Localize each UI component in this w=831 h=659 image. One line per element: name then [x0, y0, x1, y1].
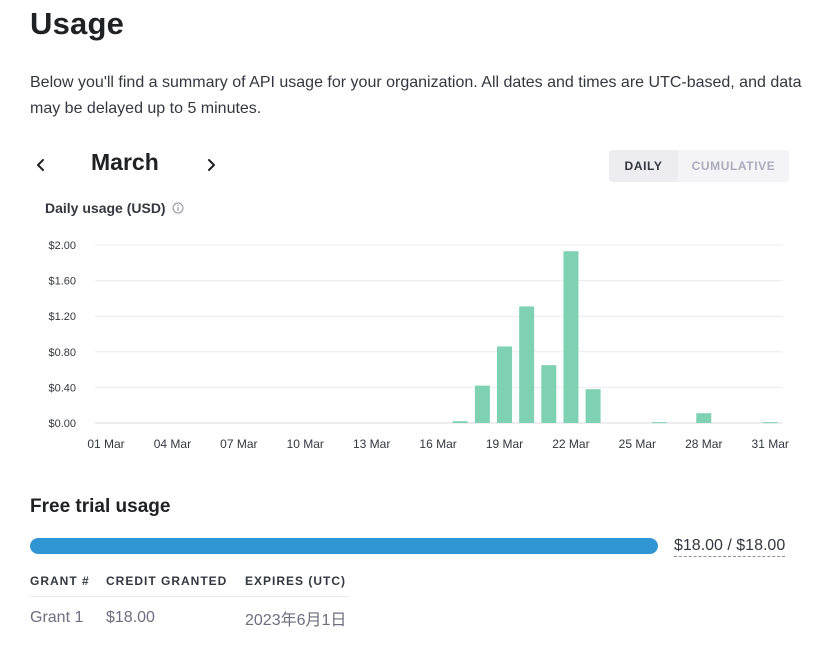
- y-tick-label: $1.60: [48, 276, 76, 288]
- x-tick-label: 10 Mar: [287, 437, 324, 451]
- chart-grid: [95, 244, 783, 424]
- chevron-left-icon: [37, 159, 44, 171]
- chart-bar[interactable]: [585, 389, 601, 423]
- y-tick-label: $0.40: [48, 382, 76, 394]
- grant-number-header: GRANT #: [30, 570, 106, 597]
- x-axis-labels: 01 Mar 04 Mar 07 Mar 10 Mar 13 Mar 16 Mar 19 M…: [87, 437, 789, 451]
- page-description: Below you'll find a summary of API usage…: [30, 74, 802, 117]
- chart-bar[interactable]: [519, 306, 535, 423]
- y-tick-label: $2.00: [48, 240, 76, 252]
- credit-granted-header: CREDIT GRANTED: [106, 570, 245, 597]
- chart-bar[interactable]: [497, 346, 513, 423]
- expires-header: EXPIRES (UTC): [245, 570, 349, 597]
- free-trial-amount[interactable]: $18.00 / $18.00: [674, 537, 786, 557]
- y-axis-labels: $0.00 $0.40 $0.80 $1.20 $1.60 $2.00: [48, 240, 76, 430]
- view-toggle: DAILY CUMULATIVE: [609, 150, 789, 182]
- x-tick-label: 13 Mar: [353, 437, 390, 451]
- grant-number-cell: Grant 1: [30, 609, 84, 626]
- month-label: March: [91, 149, 159, 175]
- chart-title-label: Daily usage (USD): [45, 200, 166, 216]
- cumulative-toggle-button[interactable]: CUMULATIVE: [691, 159, 776, 173]
- chart-bar[interactable]: [452, 421, 468, 423]
- daily-toggle-button[interactable]: DAILY: [609, 150, 678, 182]
- info-icon[interactable]: [172, 202, 184, 214]
- table-row: Grant 1 $18.00 2023年6月1日: [30, 597, 349, 631]
- credit-granted-cell: $18.00: [106, 609, 155, 626]
- y-tick-label: $0.00: [48, 418, 76, 430]
- free-trial-progress-bar: [30, 538, 658, 554]
- expires-cell: 2023年6月1日: [245, 612, 347, 629]
- y-tick-label: $1.20: [48, 311, 76, 323]
- chart-bars: [452, 251, 778, 424]
- chart-title: Daily usage (USD): [45, 200, 184, 216]
- chevron-right-icon: [208, 159, 215, 171]
- free-trial-title: Free trial usage: [30, 496, 171, 517]
- table-header-row: GRANT # CREDIT GRANTED EXPIRES (UTC): [30, 570, 349, 597]
- daily-usage-chart: $0.00 $0.40 $0.80 $1.20 $1.60 $2.00 01 Mar 04 …: [48, 240, 789, 451]
- x-tick-label: 22 Mar: [552, 437, 589, 451]
- chart-bar[interactable]: [652, 422, 667, 424]
- next-month-button[interactable]: [197, 151, 225, 179]
- free-trial-progress-fill: [30, 538, 658, 554]
- x-tick-label: 07 Mar: [220, 437, 257, 451]
- x-tick-label: 25 Mar: [619, 437, 656, 451]
- x-tick-label: 16 Mar: [419, 437, 456, 451]
- previous-month-button[interactable]: [27, 151, 55, 179]
- x-tick-label: 28 Mar: [685, 437, 722, 451]
- chart-bar[interactable]: [541, 365, 557, 423]
- page-title: Usage: [30, 6, 125, 41]
- x-tick-label: 01 Mar: [87, 437, 124, 451]
- chart-bar[interactable]: [474, 385, 490, 423]
- x-tick-label: 19 Mar: [486, 437, 523, 451]
- x-tick-label: 31 Mar: [752, 437, 789, 451]
- grants-table: GRANT # CREDIT GRANTED EXPIRES (UTC) Gra…: [30, 570, 349, 630]
- y-tick-label: $0.80: [48, 347, 76, 359]
- chart-bar[interactable]: [563, 251, 579, 423]
- chart-bar[interactable]: [696, 413, 712, 423]
- x-tick-label: 04 Mar: [154, 437, 191, 451]
- chart-bar[interactable]: [762, 422, 778, 424]
